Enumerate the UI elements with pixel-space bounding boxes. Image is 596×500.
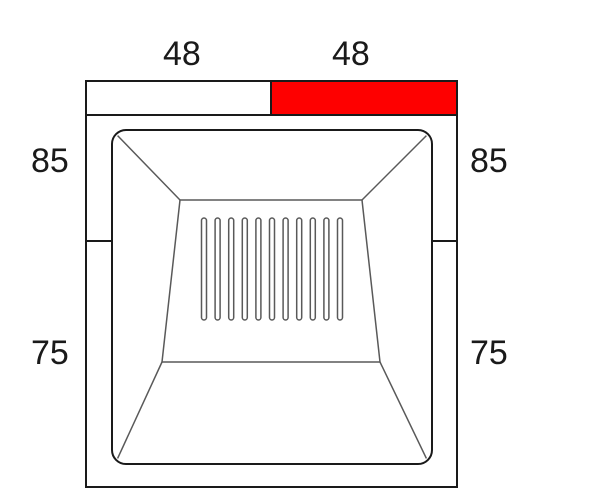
dim-left_upper: 85 <box>31 142 69 180</box>
dim-left_lower: 75 <box>31 334 69 372</box>
dim-top_left: 48 <box>163 35 201 73</box>
dim-right_lower: 75 <box>470 334 508 372</box>
technical-drawing: 48 48 85 85 75 75 <box>0 0 596 500</box>
dim-top_right: 48 <box>332 35 370 73</box>
highlight-top-right <box>271 81 457 115</box>
dim-right_upper: 85 <box>470 142 508 180</box>
